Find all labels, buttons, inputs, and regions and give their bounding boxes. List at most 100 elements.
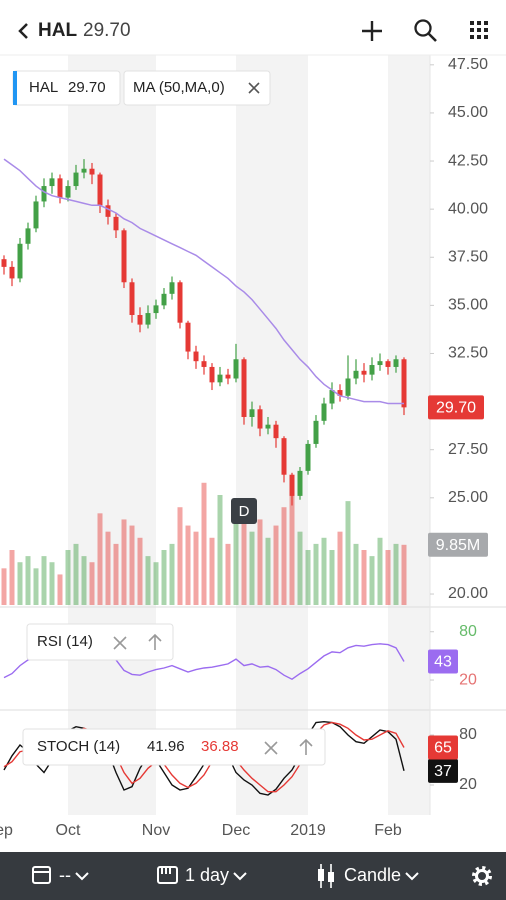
- search-icon: [414, 19, 432, 37]
- style-button[interactable]: Candle: [318, 864, 419, 888]
- move-up-icon[interactable]: [299, 738, 313, 755]
- style-label: Candle: [344, 865, 401, 885]
- bottom-toolbar: [0, 852, 506, 900]
- month-band: [388, 55, 430, 815]
- price-tag: [428, 735, 458, 760]
- legend-chip[interactable]: [26, 623, 174, 661]
- price: 29.70: [83, 20, 131, 41]
- back-button[interactable]: [18, 23, 28, 39]
- volume-bar: [345, 501, 351, 605]
- x-tick-label: Oct: [56, 822, 81, 839]
- volume-bar: [201, 482, 207, 605]
- volume-bar: [177, 507, 183, 605]
- candle-body: [345, 378, 351, 396]
- x-tick-label: ep: [0, 822, 13, 839]
- volume-bar: [105, 531, 111, 605]
- candle-body: [233, 359, 239, 379]
- legend-ma: MA (50,MA,0): [133, 79, 225, 96]
- candle-body: [329, 390, 335, 404]
- candle-body: [193, 351, 199, 362]
- x-tick-label: 2019: [290, 822, 326, 839]
- candle-icon: [318, 869, 324, 881]
- y-tick-label: 45.00: [448, 104, 488, 121]
- legend-chip[interactable]: [123, 70, 271, 106]
- candle-body: [337, 390, 343, 396]
- y-tick-label: 27.50: [448, 441, 488, 458]
- candle-body: [185, 322, 191, 352]
- candle-body: [241, 359, 247, 417]
- range-button[interactable]: --: [32, 865, 89, 885]
- y-tick-label: 20.00: [448, 585, 488, 602]
- rsi-legend: RSI (14): [26, 623, 174, 661]
- stoch-d-value: 36.88: [201, 738, 239, 755]
- candle-body: [393, 359, 399, 367]
- price-tag-label: 37: [434, 763, 452, 780]
- volume-bar: [17, 562, 23, 605]
- close-icon[interactable]: [248, 82, 260, 94]
- dropdown-icon: [233, 872, 247, 881]
- volume-bar: [65, 550, 71, 605]
- candle-body: [129, 282, 135, 315]
- candle-body: [41, 186, 47, 202]
- volume-bar: [225, 543, 231, 605]
- candle-body: [105, 205, 111, 217]
- candle-body: [57, 178, 63, 198]
- candle-body: [385, 361, 391, 367]
- volume-bar: [73, 543, 79, 605]
- legend: HAL 29.70 MA (50,MA,0): [12, 70, 271, 106]
- y-tick-label: 37.50: [448, 248, 488, 265]
- search-icon: [427, 32, 437, 42]
- candle-body: [377, 361, 383, 366]
- close-icon[interactable]: [264, 741, 278, 755]
- search-button[interactable]: [414, 19, 437, 42]
- volume-bar: [305, 550, 311, 605]
- candle-body: [1, 259, 7, 267]
- candle-body: [225, 374, 231, 379]
- y-tick-label: 40.00: [448, 200, 488, 217]
- volume-bar: [25, 556, 31, 605]
- volume-bar: [169, 543, 175, 605]
- legend-chip[interactable]: [22, 728, 326, 766]
- candle-body: [113, 216, 119, 231]
- move-up-icon[interactable]: [148, 633, 162, 650]
- price-tag-label: 65: [434, 740, 452, 757]
- y-tick-label: 20: [459, 776, 477, 793]
- candle-body: [217, 374, 223, 383]
- volume-bar: [289, 495, 295, 605]
- volume-bar: [385, 550, 391, 605]
- volume-bar: [337, 531, 343, 605]
- volume-bar: [209, 537, 215, 605]
- candle-body: [305, 443, 311, 471]
- volume-bar: [249, 531, 255, 605]
- candle-body: [89, 168, 95, 175]
- volume-bar: [57, 574, 63, 605]
- volume-bar: [121, 519, 127, 605]
- volume-bar: [129, 525, 135, 605]
- volume-bar: [265, 537, 271, 605]
- candle-body: [201, 361, 207, 367]
- volume-bar: [49, 562, 55, 605]
- candle-body: [249, 409, 255, 417]
- candle-body: [297, 470, 303, 496]
- ma-line: [3, 158, 404, 405]
- close-icon[interactable]: [113, 636, 127, 650]
- month-band: [68, 55, 156, 815]
- volume-bar: [185, 525, 191, 605]
- volume-bar: [297, 531, 303, 605]
- volume-bar: [377, 537, 383, 605]
- volume-bar: [81, 556, 87, 605]
- candle-body: [33, 201, 39, 229]
- stoch-title: STOCH (14): [37, 738, 120, 755]
- candle-body: [257, 409, 263, 429]
- x-tick-label: Dec: [222, 822, 250, 839]
- y-tick-label: 25.00: [448, 489, 488, 506]
- menu-button[interactable]: [470, 21, 488, 39]
- settings-button[interactable]: [472, 866, 492, 886]
- candle-body: [177, 282, 183, 323]
- candle-body: [169, 282, 175, 294]
- candle-body: [161, 293, 167, 306]
- add-button[interactable]: [362, 21, 382, 41]
- dropdown-icon: [75, 872, 89, 881]
- stoch-legend: STOCH (14) 41.96 36.88: [22, 728, 326, 766]
- interval-button[interactable]: 1 day: [157, 865, 247, 885]
